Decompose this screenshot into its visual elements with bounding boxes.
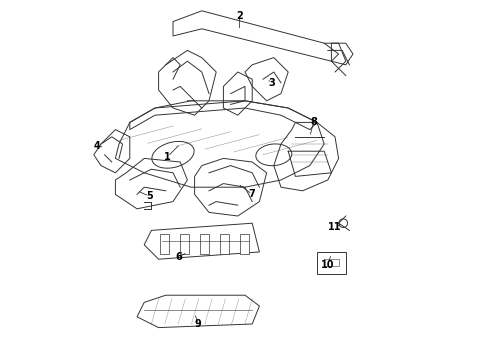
Bar <box>160 234 170 254</box>
Text: 2: 2 <box>236 11 243 21</box>
Bar <box>200 234 209 254</box>
Bar <box>180 234 189 254</box>
Text: 7: 7 <box>249 189 256 199</box>
Text: 11: 11 <box>328 222 342 232</box>
Text: 3: 3 <box>269 78 275 88</box>
Text: 9: 9 <box>195 319 201 329</box>
Text: 6: 6 <box>175 252 182 262</box>
Text: 10: 10 <box>321 260 335 270</box>
Bar <box>240 234 248 254</box>
Text: 5: 5 <box>146 191 153 201</box>
Text: 1: 1 <box>164 152 171 162</box>
Text: 4: 4 <box>94 141 101 151</box>
Text: 8: 8 <box>310 117 317 127</box>
Bar <box>220 234 229 254</box>
